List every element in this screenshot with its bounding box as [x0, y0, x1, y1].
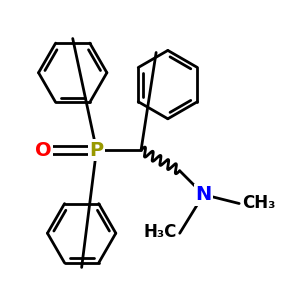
Text: H₃C: H₃C — [143, 223, 177, 241]
Text: N: N — [195, 185, 212, 204]
Text: P: P — [89, 140, 103, 160]
Text: CH₃: CH₃ — [242, 194, 275, 212]
Text: O: O — [35, 140, 51, 160]
